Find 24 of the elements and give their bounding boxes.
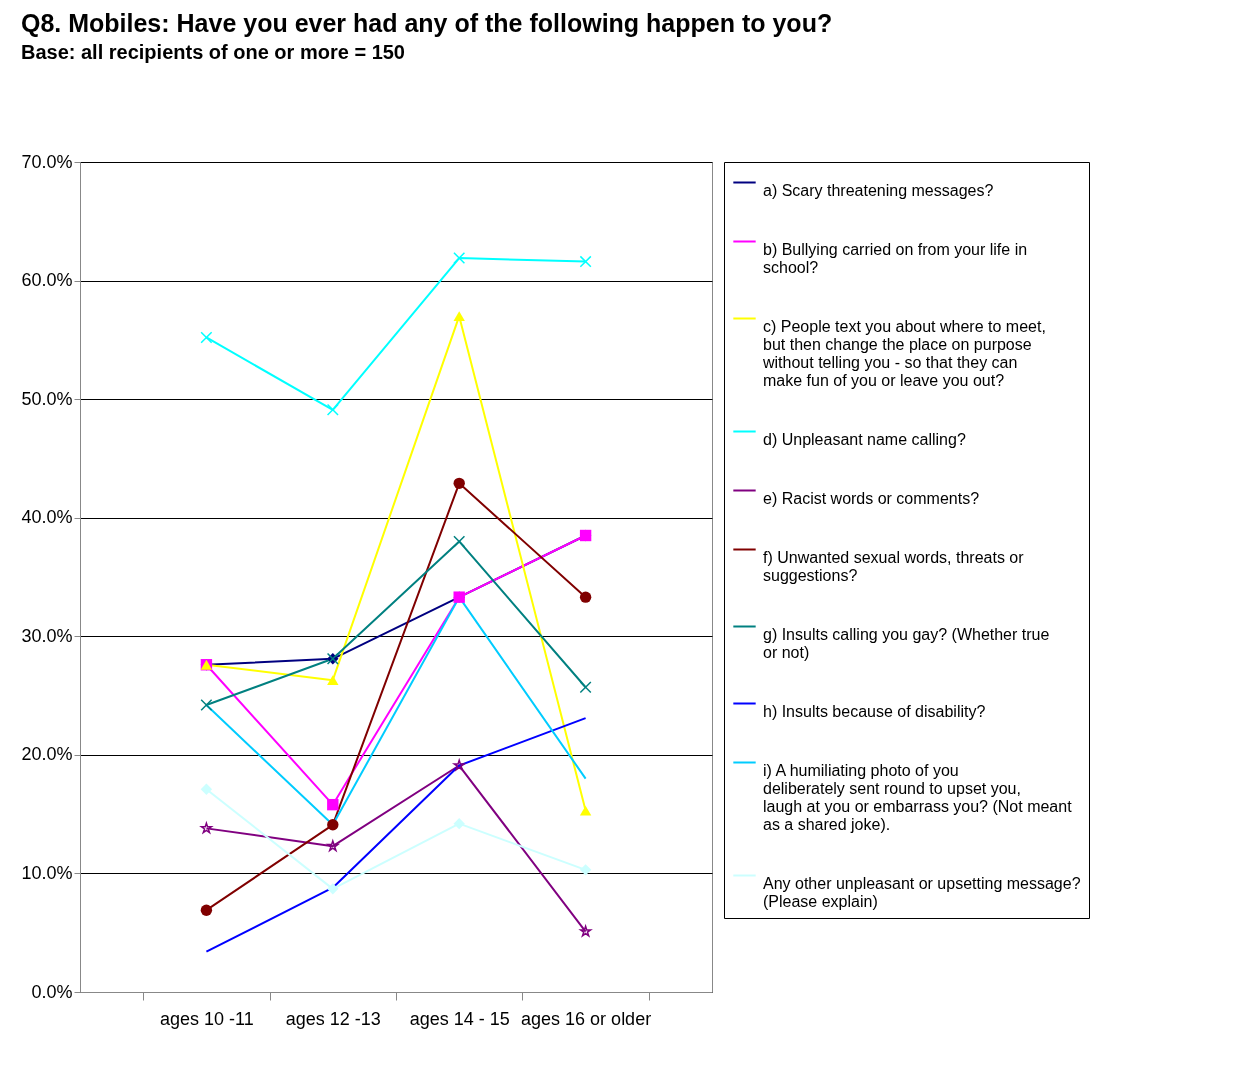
legend-label: e) Racist words or comments? bbox=[763, 489, 980, 507]
x-tick-label: ages 14 - 15 bbox=[409, 1008, 510, 1029]
y-tick-label: 30.0% bbox=[21, 625, 73, 646]
chart-title: Q8. Mobiles: Have you ever had any of the following happen to you? bbox=[20, 9, 833, 37]
y-tick-label: 10.0% bbox=[21, 862, 73, 883]
legend-label: g) Insults calling you gay? (Whether true or not) bbox=[763, 625, 1050, 661]
y-tick-label: 0.0% bbox=[31, 981, 73, 1002]
legend-label: b) Bullying carried on from your life in school? bbox=[763, 240, 1028, 276]
y-tick-label: 20.0% bbox=[21, 744, 73, 765]
legend-label: c) People text you about where to meet, but then change the place on purpose without telling you - so that they can make fun of you or leave you out? bbox=[762, 317, 1046, 389]
legend-label: f) Unwanted sexual words, threats or suggestions? bbox=[763, 548, 1025, 584]
legend-label: Any other unpleasant or upsetting message? (Please explain) bbox=[763, 874, 1081, 910]
x-tick-label: ages 16 or older bbox=[521, 1008, 652, 1029]
x-tick-label: ages 10 -11 bbox=[160, 1008, 254, 1029]
chart-subtitle: Base: all recipients of one or more = 150 bbox=[20, 41, 406, 63]
legend-label: i) A humiliating photo of you deliberately sent round to upset you, laugh at you or embarrass you? (Not meant as a shared joke). bbox=[763, 761, 1073, 833]
legend-label: h) Insults because of disability? bbox=[763, 702, 986, 720]
legend-label: d) Unpleasant name calling? bbox=[763, 430, 966, 448]
y-tick-label: 70.0% bbox=[21, 151, 73, 172]
y-tick-label: 40.0% bbox=[21, 507, 73, 528]
y-tick-label: 50.0% bbox=[21, 388, 73, 409]
y-tick-label: 60.0% bbox=[21, 270, 73, 291]
x-tick-label: ages 12 -13 bbox=[285, 1008, 381, 1029]
legend-label: a) Scary threatening messages? bbox=[763, 181, 994, 199]
